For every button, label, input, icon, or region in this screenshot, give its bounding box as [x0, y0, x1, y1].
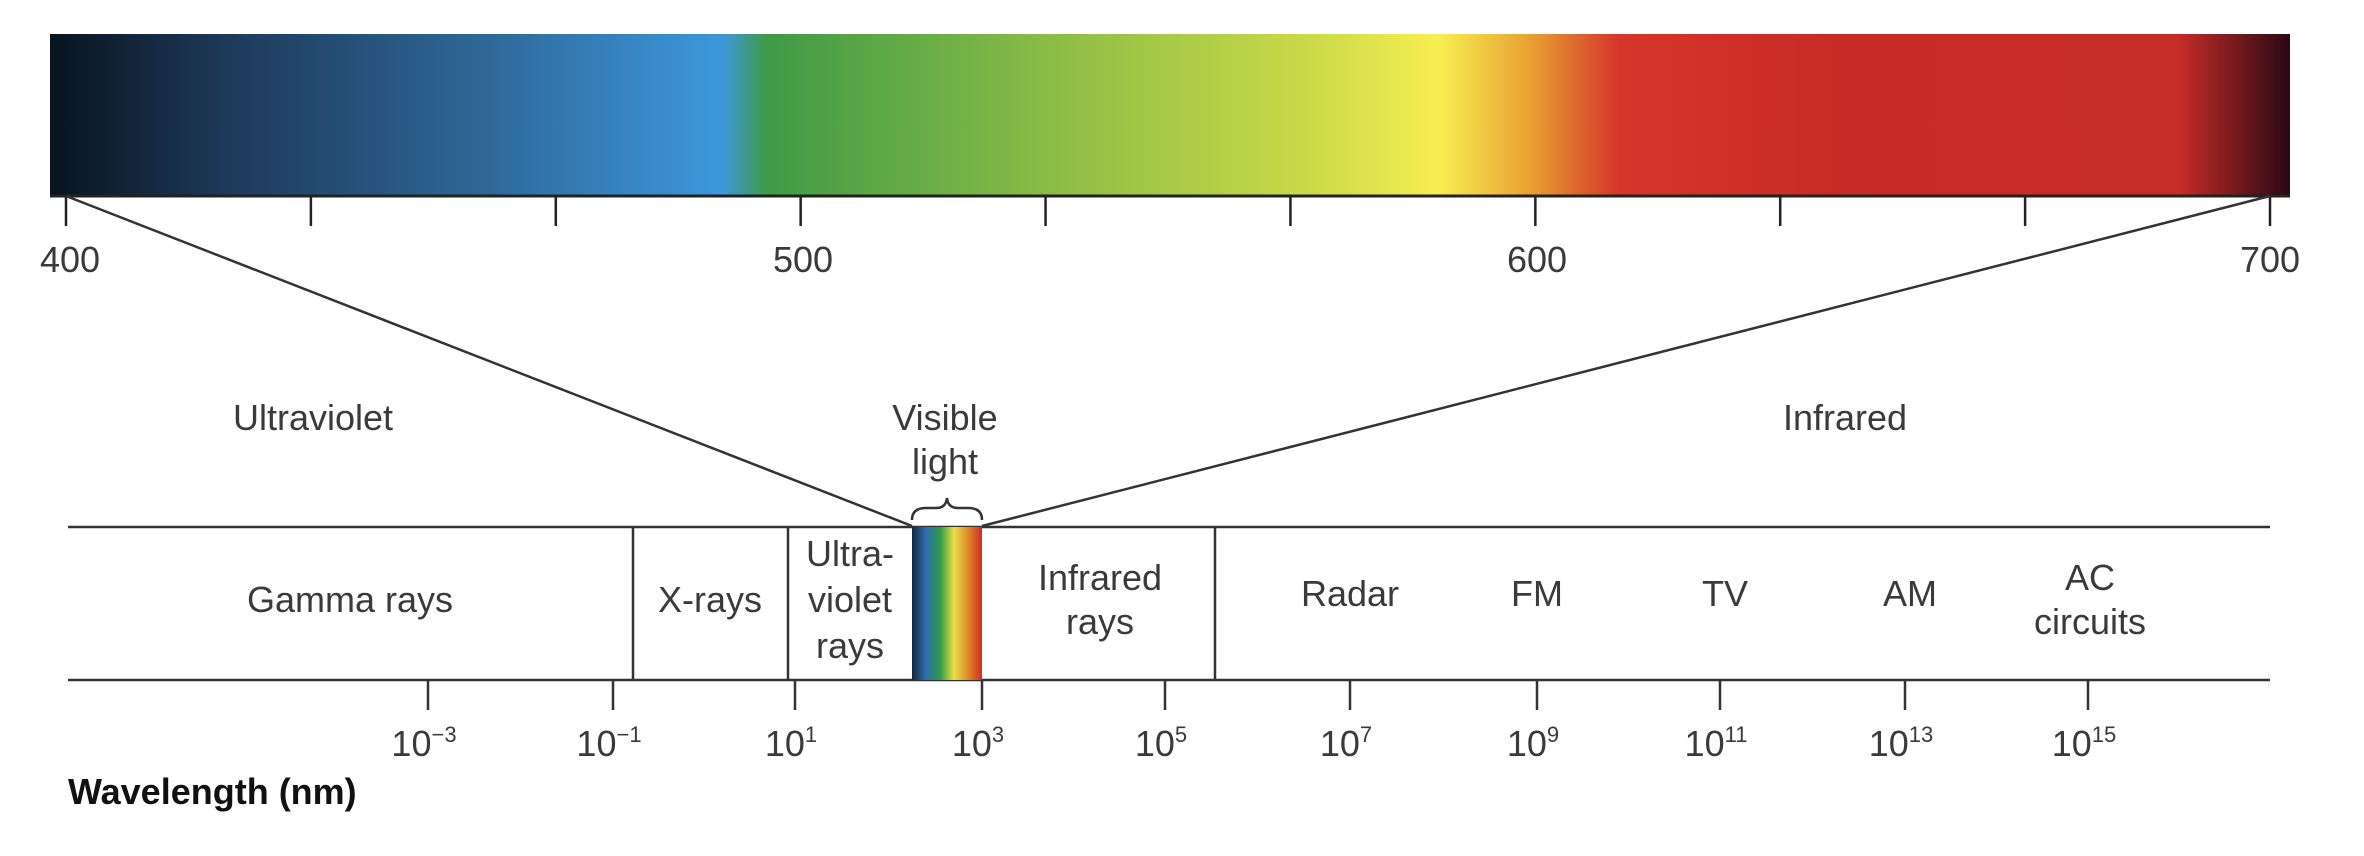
wavelength-tick-label: 101	[765, 722, 817, 764]
band-label: FM	[1511, 573, 1563, 614]
band-label: X-rays	[658, 579, 762, 620]
band-label: Radar	[1301, 573, 1399, 614]
wavelength-axis-title: Wavelength (nm)	[68, 771, 357, 812]
visible-light-label-line1: Visible	[892, 397, 997, 438]
wavelength-tick-label: 105	[1135, 722, 1187, 764]
band-label: Infrared	[1038, 557, 1162, 598]
infrared-label: Infrared	[1783, 397, 1907, 438]
band-labels: Gamma rays X-raysUltra-violetraysInfrared…	[247, 533, 2146, 666]
band-label: AM	[1883, 573, 1937, 614]
projection-line-left	[65, 194, 913, 528]
band-label: TV	[1702, 573, 1748, 614]
wavelength-axis: 10−3 10−1 101 103 105 107 109 1011 1013 1015	[391, 680, 2116, 764]
wavelength-tick-label: 1011	[1685, 722, 1748, 764]
wavelength-tick-label: 103	[952, 722, 1004, 764]
visible-light-mini-spectrum	[912, 527, 982, 680]
wavelength-tick-label: 10−1	[576, 722, 641, 764]
scale-label-600: 600	[1507, 239, 1567, 280]
visible-spectrum-bar: 400 500 600 700	[40, 34, 2300, 280]
scale-label-700: 700	[2240, 239, 2300, 280]
projection-line-right	[981, 194, 2271, 528]
ultraviolet-label: Ultraviolet	[233, 397, 393, 438]
spectrum-scale-ticks	[64, 196, 2272, 226]
spectrum-bands: Gamma rays X-raysUltra-violetraysInfrared…	[68, 525, 2270, 682]
band-label: AC	[2065, 557, 2115, 598]
band-label: circuits	[2034, 601, 2146, 642]
scale-label-400: 400	[40, 239, 100, 280]
wavelength-tick-label: 109	[1507, 722, 1559, 764]
scale-label-500: 500	[773, 239, 833, 280]
band-label: rays	[1066, 601, 1134, 642]
wavelength-tick-label: 1013	[1869, 722, 1934, 764]
visible-light-brace	[910, 497, 984, 521]
visible-light-label-line2: light	[912, 441, 978, 482]
wavelength-tick-label: 1015	[2052, 722, 2117, 764]
band-label: Ultra-	[806, 533, 894, 574]
wavelength-tick-label: 10−3	[391, 722, 456, 764]
band-label: violet	[808, 579, 892, 620]
spectrum-gradient	[50, 34, 2290, 196]
wavelength-tick-label: 107	[1320, 722, 1372, 764]
band-label: Gamma rays	[247, 579, 453, 620]
band-label: rays	[816, 625, 884, 666]
